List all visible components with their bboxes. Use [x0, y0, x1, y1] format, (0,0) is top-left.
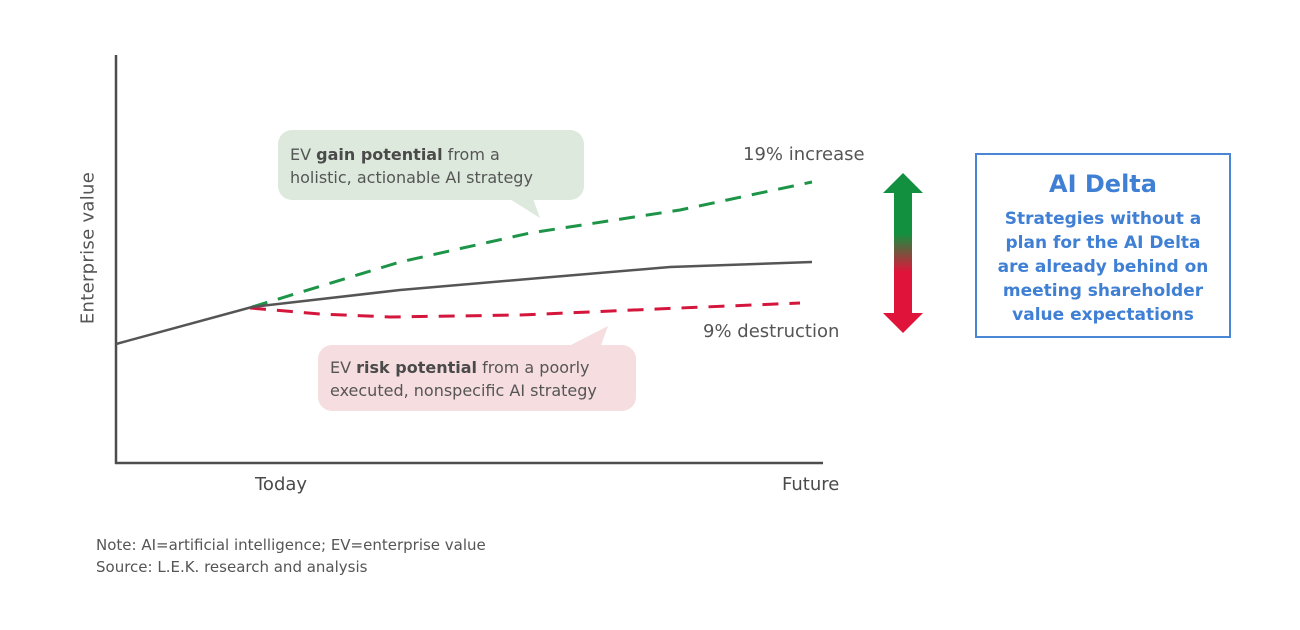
footnote-source: Source: L.E.K. research and analysis — [96, 558, 368, 576]
x-tick-today: Today — [255, 474, 308, 495]
risk-suffix: from a poorly — [477, 358, 590, 377]
risk-prefix: EV — [330, 358, 357, 377]
ai-delta-line: plan for the AI Delta — [1005, 233, 1201, 253]
footnote-note: Note: AI=artificial intelligence; EV=ent… — [96, 536, 486, 554]
ai-delta-box: AI Delta Strategies without a plan for t… — [975, 153, 1231, 338]
gain-prefix: EV — [290, 145, 317, 164]
increase-annotation: 19% increase — [743, 144, 865, 165]
ai-delta-line: value expectations — [1012, 305, 1194, 325]
ai-delta-body: Strategies without a plan for the AI Del… — [977, 207, 1229, 327]
risk-bubble-tail — [565, 326, 608, 348]
gain-bubble-tail — [505, 196, 540, 218]
y-axis-label: Enterprise value — [77, 171, 99, 325]
risk-line — [249, 301, 801, 319]
ai-delta-title: AI Delta — [1049, 170, 1157, 198]
gain-bold: gain potential — [316, 145, 443, 164]
ai-delta-line: meeting shareholder — [1002, 281, 1204, 301]
risk-bold: risk potential — [356, 358, 477, 377]
ai-delta-line: are already behind on — [997, 257, 1209, 277]
ai-delta-line: Strategies without a — [1004, 209, 1202, 229]
baseline-line — [115, 260, 813, 346]
x-tick-future: Future — [782, 474, 840, 495]
risk-line2: executed, nonspecific AI strategy — [330, 381, 597, 400]
gain-suffix: from a — [442, 145, 500, 164]
destruction-annotation: 9% destruction — [703, 321, 840, 342]
gain-potential-callout: EV gain potential from a holistic, actio… — [278, 130, 584, 200]
delta-arrow-icon — [883, 173, 923, 333]
risk-potential-callout: EV risk potential from a poorly executed… — [318, 345, 636, 411]
axes — [114, 55, 823, 465]
gain-line2: holistic, actionable AI strategy — [290, 168, 533, 187]
